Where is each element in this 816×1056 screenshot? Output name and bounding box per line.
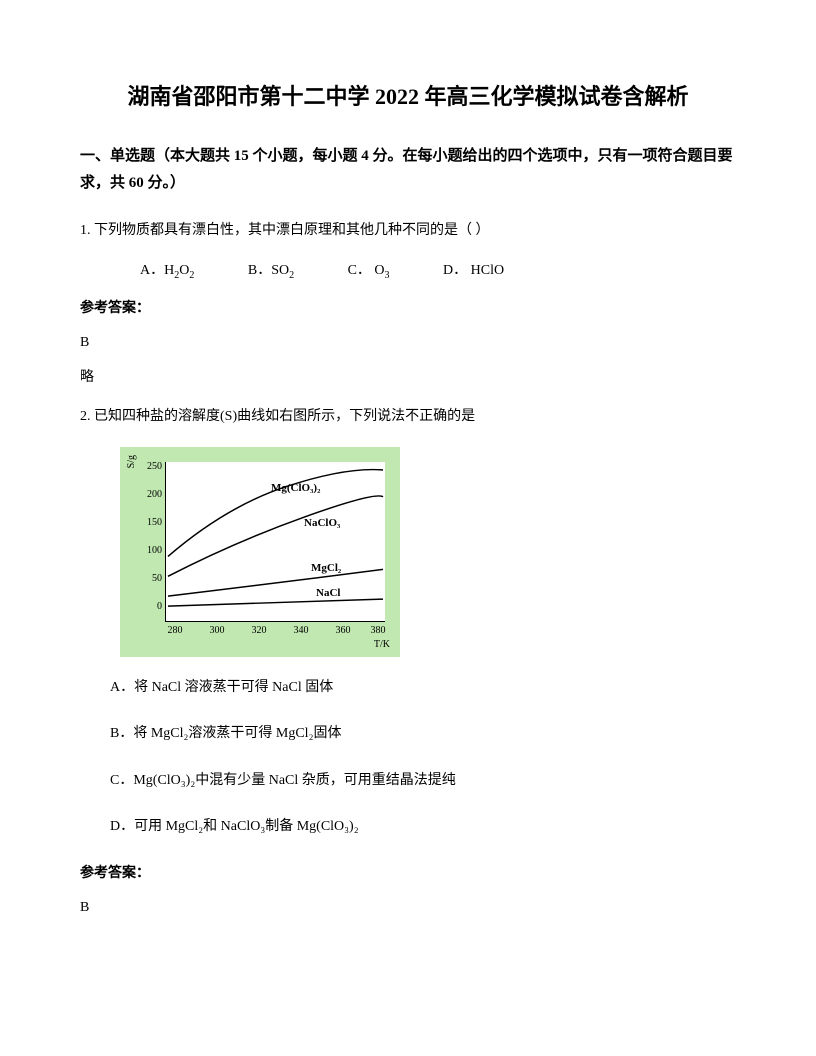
option-a: A．H2O2 <box>140 257 194 286</box>
solubility-chart-container: S/g 250 200 150 100 50 0 280 300 320 340… <box>120 447 736 657</box>
question-1-text: 1. 下列物质都具有漂白性，其中漂白原理和其他几种不同的是（ ） <box>80 217 736 245</box>
option-b-label: B．SO <box>248 263 289 278</box>
option-d-label: D． HClO <box>443 263 504 278</box>
curve-mgcl2 <box>168 569 383 596</box>
question-1-options: A．H2O2 B．SO2 C． O3 D． HClO <box>80 257 736 286</box>
option-a-label: A．H <box>140 263 174 278</box>
option-d: D． HClO <box>443 257 504 285</box>
q1-answer: B <box>80 332 736 354</box>
label-nacl: NaCl <box>316 585 340 603</box>
x-tick-340: 340 <box>294 623 309 639</box>
q2-option-d: D．可用 MgCl₂和 NaClO₃制备 Mg(ClO₃)₂ <box>80 816 736 838</box>
x-tick-280: 280 <box>168 623 183 639</box>
y-tick-250: 250 <box>140 459 162 475</box>
y-tick-150: 150 <box>140 515 162 531</box>
q2-option-c: C．Mg(ClO₃)₂中混有少量 NaCl 杂质，可用重结晶法提纯 <box>80 770 736 792</box>
question-2-text: 2. 已知四种盐的溶解度(S)曲线如右图所示，下列说法不正确的是 <box>80 403 736 431</box>
chart-plot-area: Mg(ClO₃)₂ NaClO₃ MgCl₂ NaCl <box>165 462 385 622</box>
option-b: B．SO2 <box>248 257 294 286</box>
option-c-sub: 3 <box>385 270 390 281</box>
q2-answer: B <box>80 897 736 919</box>
label-naclo3: NaClO₃ <box>304 515 340 533</box>
label-mgcl2: MgCl₂ <box>311 560 341 578</box>
x-tick-320: 320 <box>252 623 267 639</box>
y-tick-200: 200 <box>140 487 162 503</box>
option-a-mid: O <box>179 263 189 278</box>
option-a-sub2: 2 <box>189 270 194 281</box>
curve-nacl <box>168 599 383 606</box>
y-tick-50: 50 <box>140 571 162 587</box>
q2-option-a: A．将 NaCl 溶液蒸干可得 NaCl 固体 <box>80 677 736 699</box>
label-mgclo3: Mg(ClO₃)₂ <box>271 480 320 498</box>
x-tick-360: 360 <box>336 623 351 639</box>
q1-note: 略 <box>80 367 736 389</box>
section-header: 一、单选题（本大题共 15 个小题，每小题 4 分。在每小题给出的四个选项中，只… <box>80 143 736 197</box>
option-c: C． O3 <box>348 257 390 286</box>
x-axis-label: T/K <box>374 637 390 653</box>
page-title: 湖南省邵阳市第十二中学 2022 年高三化学模拟试卷含解析 <box>80 80 736 113</box>
option-b-sub: 2 <box>289 270 294 281</box>
x-tick-300: 300 <box>210 623 225 639</box>
solubility-chart: S/g 250 200 150 100 50 0 280 300 320 340… <box>120 447 400 657</box>
y-axis-label: S/g <box>124 455 140 468</box>
y-tick-100: 100 <box>140 543 162 559</box>
q1-answer-label: 参考答案： <box>80 298 736 320</box>
curve-naclo3 <box>168 496 383 576</box>
q2-option-b: B．将 MgCl₂溶液蒸干可得 MgCl₂固体 <box>80 723 736 745</box>
y-tick-0: 0 <box>140 599 162 615</box>
option-c-label: C． O <box>348 263 385 278</box>
q2-answer-label: 参考答案： <box>80 863 736 885</box>
